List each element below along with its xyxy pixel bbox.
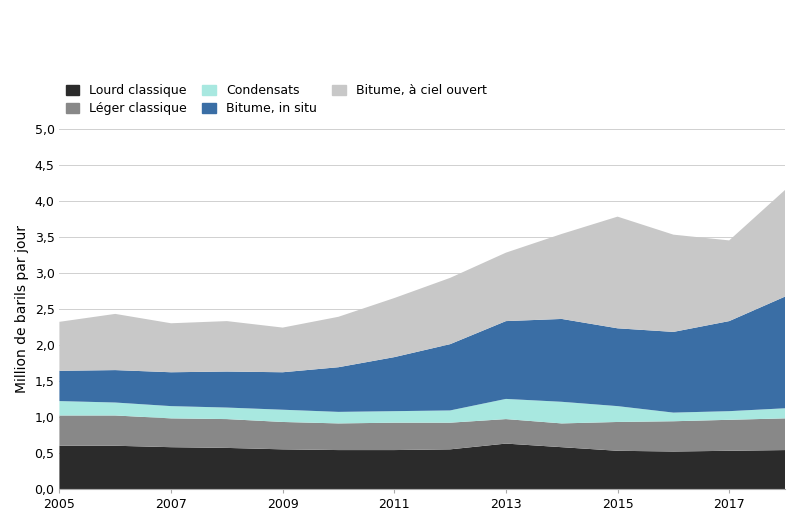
Y-axis label: Million de barils par jour: Million de barils par jour [15, 225, 29, 393]
Legend: Lourd classique, Léger classique, Condensats, Bitume, in situ, Bitume, à ciel ou: Lourd classique, Léger classique, Conden… [66, 84, 486, 115]
